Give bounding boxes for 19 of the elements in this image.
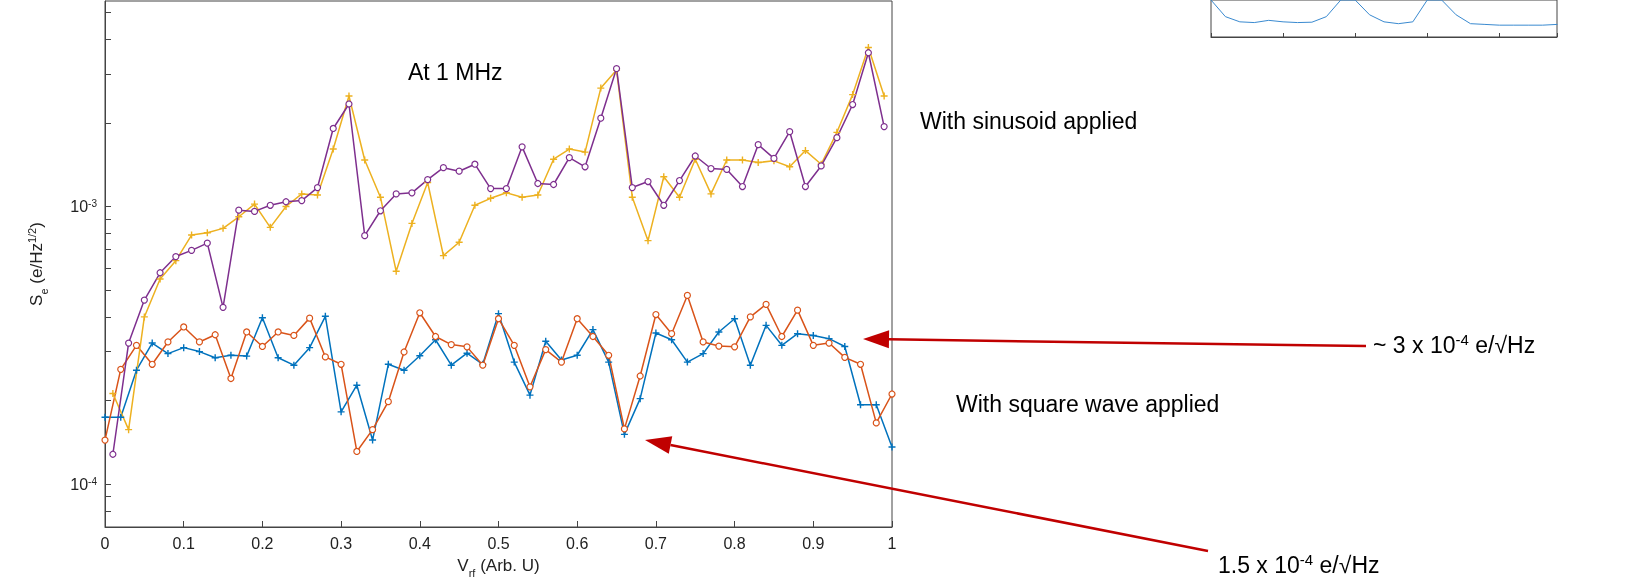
x-tick-label: 0.4 [408, 534, 432, 552]
x-tick-label: 0.6 [566, 534, 589, 552]
y-tick-label: 10$^{-3}$ [70, 197, 98, 216]
text: With sinusoid applied [920, 108, 1138, 134]
x-tick-label: 0.7 [644, 534, 668, 552]
text: With square wave applied [956, 391, 1220, 417]
y-tick-label: 10$^{-4}$ [70, 475, 98, 494]
x-tick-label: 0.9 [802, 534, 825, 552]
annotation: At 1 MHz [408, 59, 503, 85]
x-tick-label: 0.5 [487, 534, 510, 552]
x-axis-title: V$_{rf}$ (Arb. U) [457, 556, 540, 579]
text: ~ 3 x 10$^{-4}$ e/√Hz [1373, 330, 1536, 358]
x-tick-label: 1 [887, 534, 897, 552]
text: 1.5 x 10$^{-4}$ e/√Hz [1218, 550, 1380, 578]
x-tick-label: 0 [100, 534, 110, 552]
x-tick-label: 0.2 [251, 534, 274, 552]
x-tick-label: 0.8 [723, 534, 746, 552]
x-tick-label: 0.1 [172, 534, 195, 552]
x-tick-label: 0.3 [329, 534, 353, 552]
